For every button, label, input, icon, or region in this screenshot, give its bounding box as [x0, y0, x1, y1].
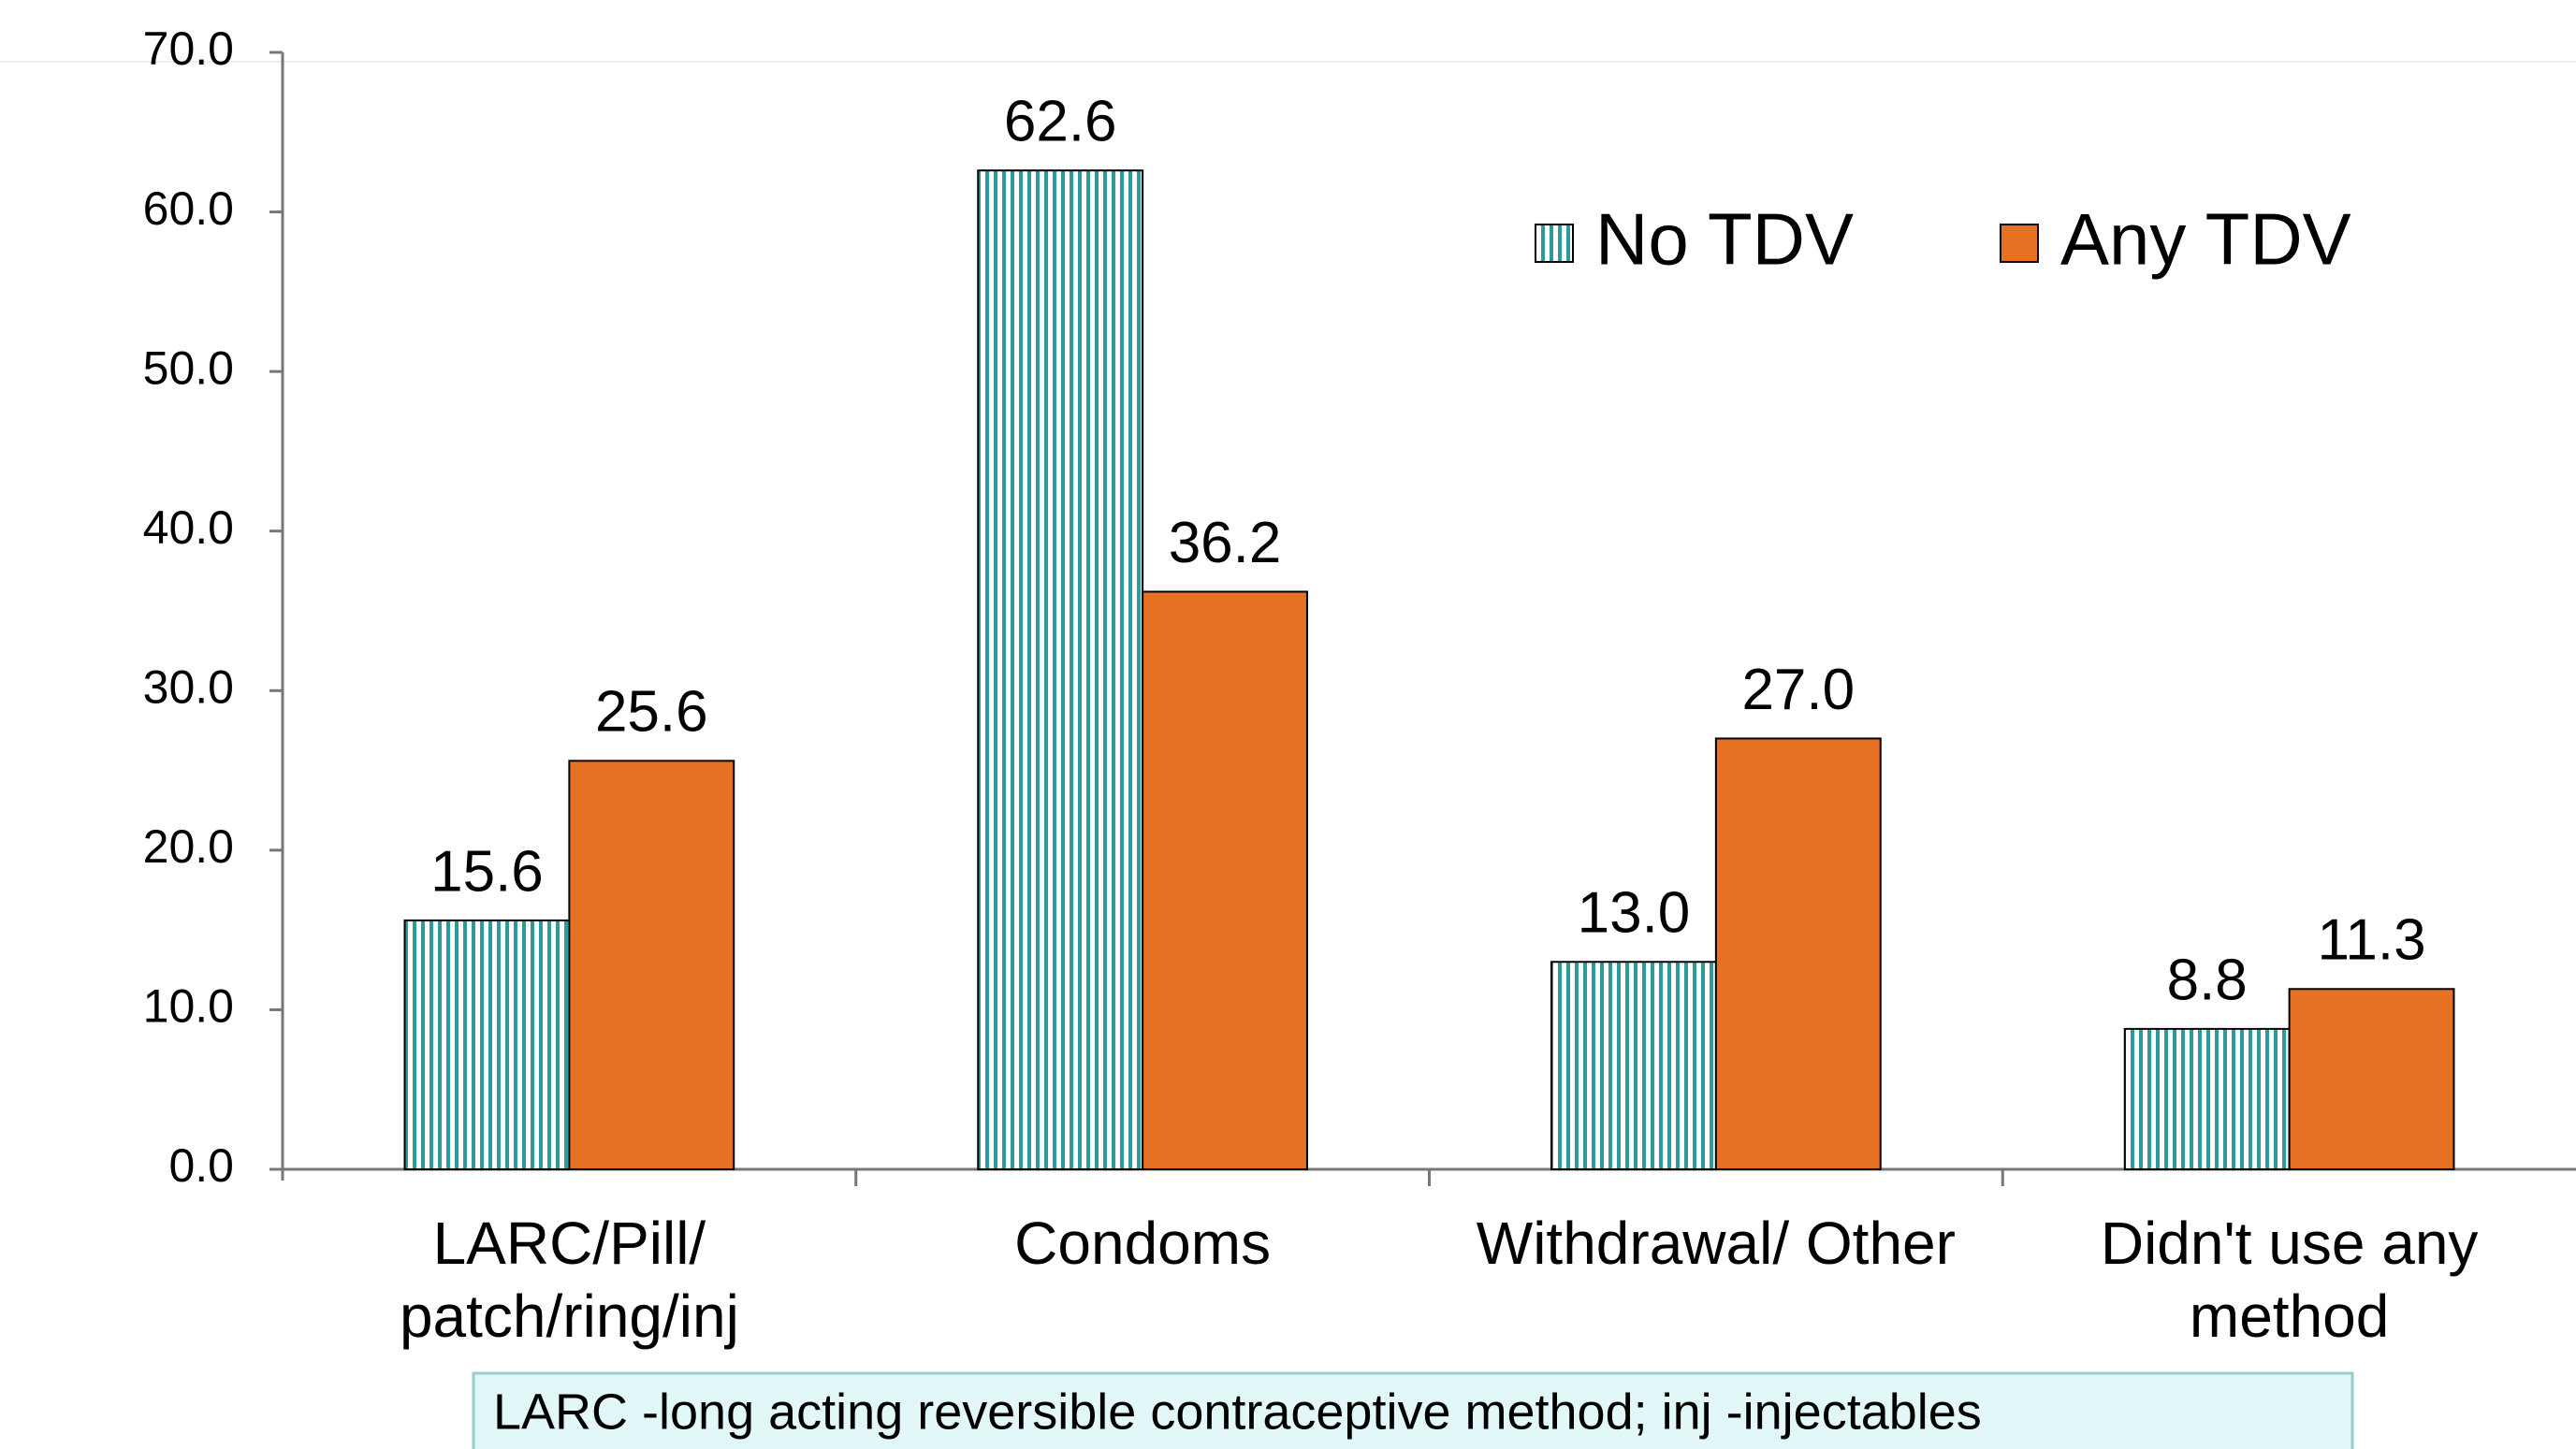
bar	[2288, 988, 2455, 1170]
footnote: LARC -long acting reversible contracepti…	[493, 1384, 1982, 1440]
footnote-box	[472, 1371, 2354, 1449]
y-tick-label: 30.0	[143, 660, 234, 713]
value-label: 13.0	[1578, 881, 1691, 946]
bar	[977, 169, 1144, 1170]
y-tick-label: 60.0	[143, 182, 234, 235]
x-tick-label-line: Condoms	[1014, 1210, 1271, 1277]
value-label: 11.3	[2318, 908, 2426, 973]
legend-swatch	[1535, 224, 1574, 263]
x-tick-label: Didn't use any method	[2101, 1210, 2479, 1350]
value-label: 27.0	[1741, 658, 1855, 722]
bar	[403, 919, 571, 1170]
x-tick-label-line: LARC/Pill/	[433, 1210, 706, 1277]
y-tick-label: 70.0	[143, 22, 234, 75]
value-label: 8.8	[2167, 948, 2248, 1012]
x-tick-label-line: Didn't use any	[2101, 1210, 2479, 1277]
y-tick-label: 40.0	[143, 501, 234, 554]
y-tick-label: 0.0	[168, 1139, 234, 1192]
bar	[1142, 590, 1308, 1170]
bar	[1550, 961, 1717, 1171]
legend-label: Any TDV	[2060, 198, 2351, 281]
value-label: 36.2	[1169, 511, 1282, 575]
value-label: 25.6	[595, 680, 708, 745]
y-tick-label: 10.0	[143, 980, 234, 1033]
y-tick-label: 50.0	[143, 341, 234, 394]
bar	[2123, 1027, 2291, 1170]
value-label: 15.6	[430, 839, 544, 904]
x-tick-label-line: method	[2190, 1282, 2389, 1350]
x-tick-label: Withdrawal/ Other	[1477, 1210, 1956, 1277]
value-label: 62.6	[1004, 90, 1117, 154]
legend-label: No TDV	[1595, 198, 1854, 281]
legend-swatch	[2000, 224, 2039, 263]
y-tick-label: 20.0	[143, 820, 234, 873]
bar	[1714, 737, 1882, 1170]
x-tick-label: LARC/Pill/patch/ring/inj	[400, 1210, 739, 1350]
x-tick-label-line: Withdrawal/ Other	[1477, 1210, 1956, 1277]
x-tick-label-line: patch/ring/inj	[400, 1282, 739, 1350]
bar	[568, 760, 735, 1171]
x-tick-label: Condoms	[1014, 1210, 1271, 1277]
